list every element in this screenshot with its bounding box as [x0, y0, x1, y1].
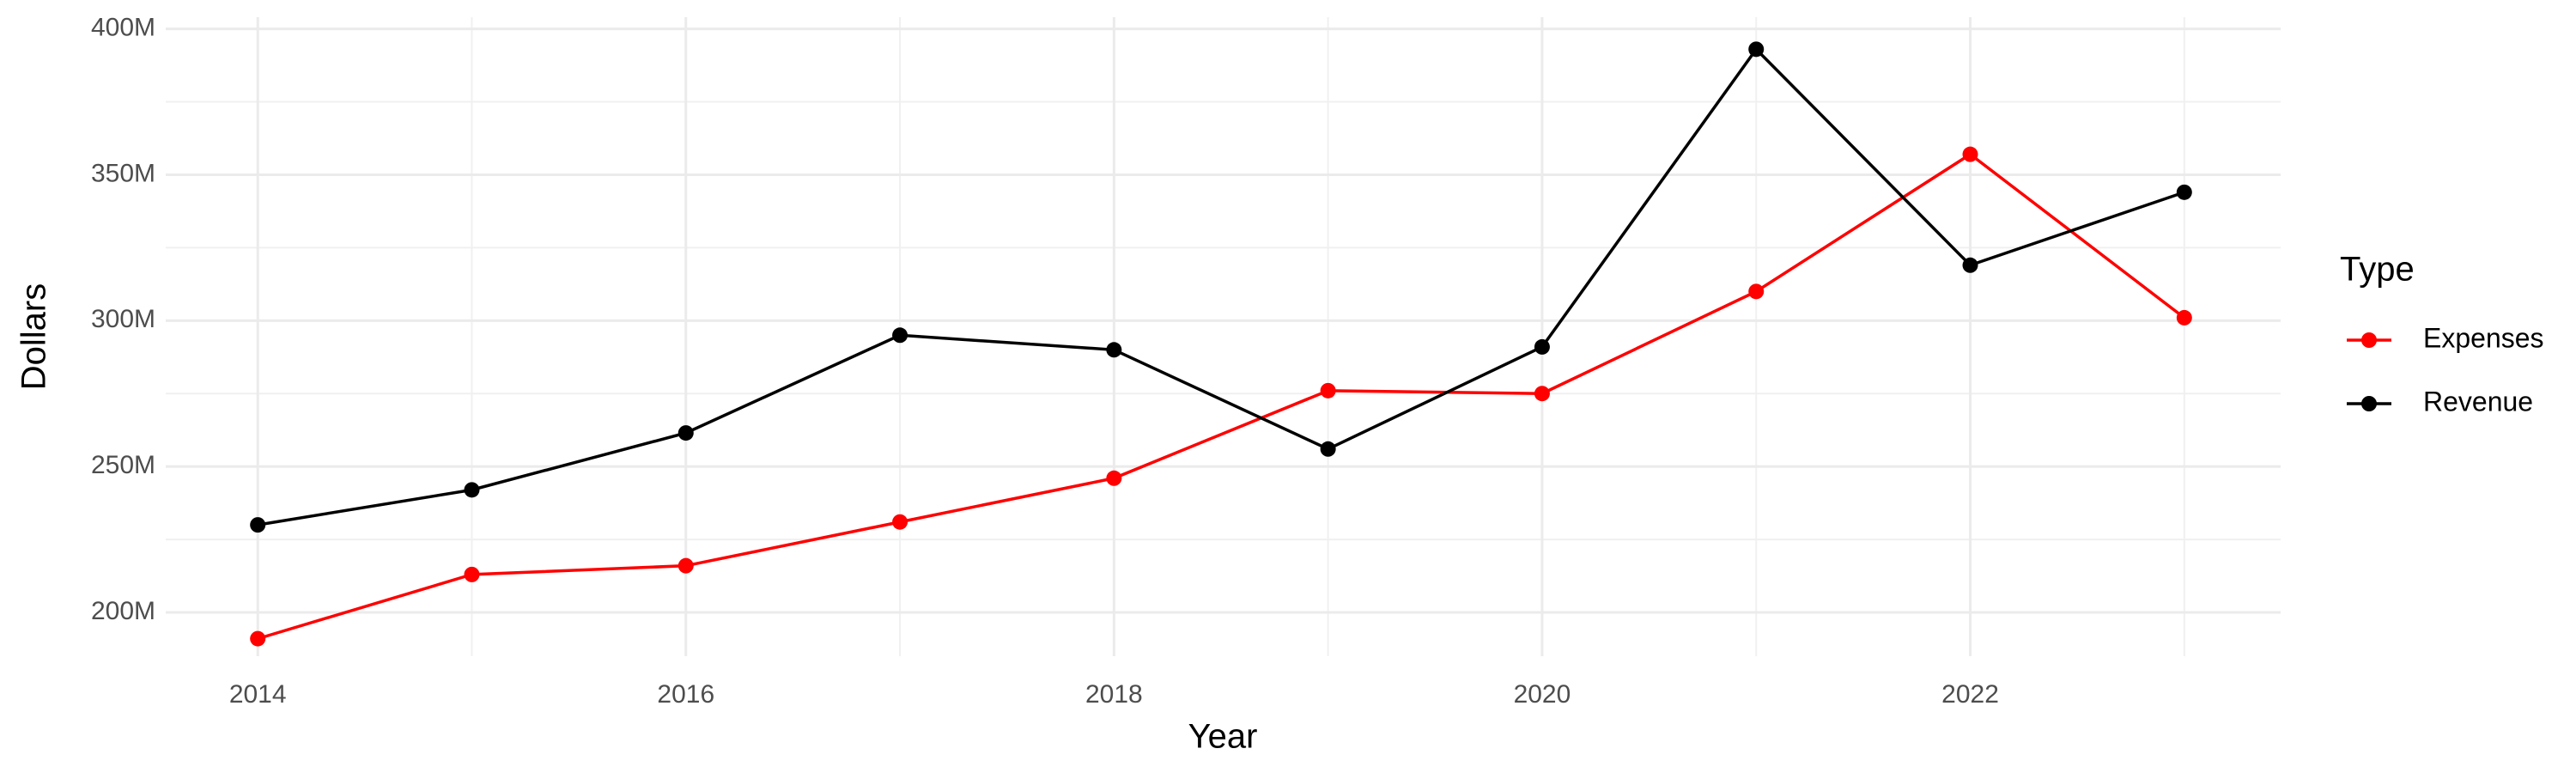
series-line	[257, 46, 2185, 526]
data-point	[1748, 283, 1765, 300]
data-point	[464, 482, 480, 498]
data-point	[677, 425, 694, 441]
legend-marker	[2361, 332, 2377, 348]
data-point	[1320, 382, 1336, 399]
data-point	[2176, 184, 2192, 200]
data-point	[1748, 41, 1765, 58]
data-point	[1106, 470, 1122, 486]
data-point	[1534, 386, 1550, 402]
data-point	[677, 557, 694, 574]
data-point	[250, 630, 266, 647]
x-tick-label: 2014	[229, 680, 287, 709]
legend-marker	[2361, 396, 2377, 411]
data-point	[1320, 441, 1336, 457]
x-tick-label: 2020	[1514, 680, 1571, 709]
legend-label: Expenses	[2423, 322, 2544, 353]
data-point	[1534, 338, 1550, 355]
x-tick-label: 2022	[1941, 680, 1999, 709]
legend-title: Type	[2340, 251, 2415, 289]
data-point	[892, 514, 908, 530]
x-tick-label: 2018	[1085, 680, 1143, 709]
legend-label: Revenue	[2423, 386, 2533, 417]
y-tick-label: 400M	[91, 14, 155, 42]
x-tick-label: 2016	[657, 680, 714, 709]
y-tick-label: 350M	[91, 159, 155, 187]
y-axis-title: Dollars	[15, 283, 53, 390]
data-point	[250, 517, 266, 533]
data-point	[464, 566, 480, 582]
data-point	[1962, 257, 1978, 273]
x-axis-title: Year	[1188, 718, 1258, 756]
data-point	[1106, 342, 1122, 358]
y-tick-label: 200M	[91, 597, 155, 625]
data-point	[892, 327, 908, 344]
y-tick-label: 250M	[91, 451, 155, 479]
data-point	[2176, 309, 2192, 326]
y-tick-label: 300M	[91, 305, 155, 333]
series-line	[257, 152, 2185, 641]
data-point	[1962, 146, 1978, 162]
